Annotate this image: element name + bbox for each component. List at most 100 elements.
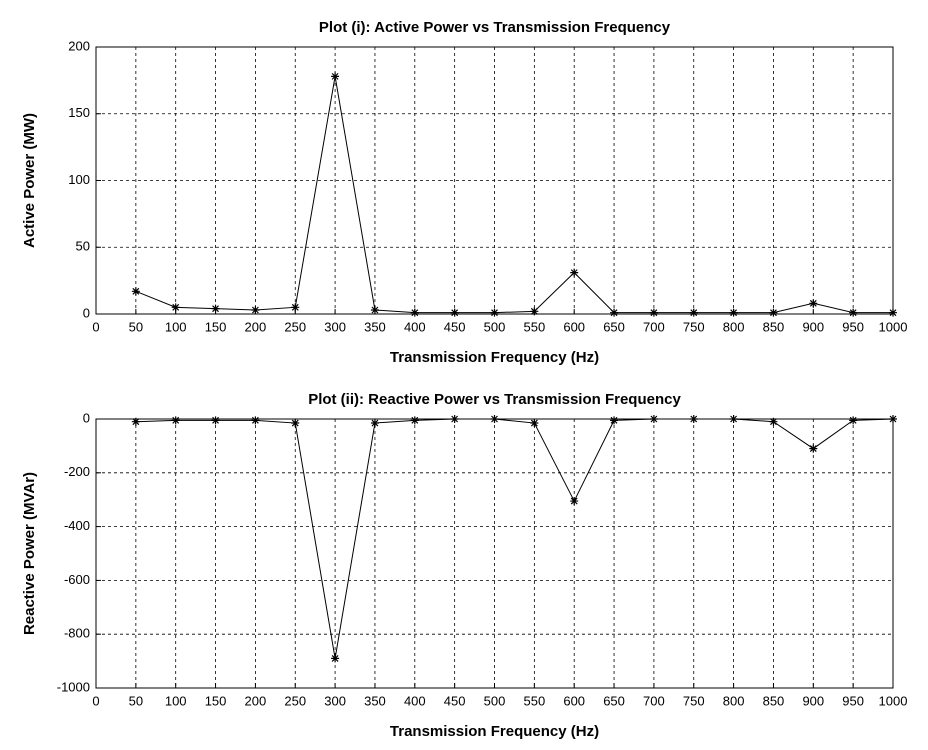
marker: [450, 308, 459, 317]
x-tick-label: 250: [284, 319, 306, 334]
y-tick-label: -1000: [57, 679, 90, 694]
marker: [131, 287, 140, 296]
x-tick-label: 200: [245, 693, 267, 708]
x-tick-label: 300: [324, 319, 346, 334]
y-tick-label: 0: [83, 305, 90, 320]
x-tick-label: 0: [92, 319, 99, 334]
x-tick-label: 500: [484, 319, 506, 334]
x-tick-label: 950: [842, 693, 864, 708]
marker: [331, 72, 340, 81]
x-tick-label: 550: [523, 693, 545, 708]
marker: [211, 416, 220, 425]
x-tick-label: 850: [763, 693, 785, 708]
marker: [769, 417, 778, 426]
marker: [889, 308, 897, 317]
marker: [809, 444, 818, 453]
y-tick-label: 50: [76, 239, 90, 254]
marker: [331, 654, 340, 663]
y-tick-label: 0: [83, 410, 90, 425]
y-tick-label: -800: [64, 626, 90, 641]
x-tick-label: 100: [165, 319, 187, 334]
y-tick-label: -200: [64, 464, 90, 479]
marker: [490, 415, 499, 423]
y-tick-label: 100: [68, 172, 90, 187]
marker: [450, 415, 459, 423]
marker: [809, 299, 818, 308]
y-tick-label: -400: [64, 518, 90, 533]
marker: [530, 307, 539, 316]
marker: [410, 416, 419, 425]
x-tick-label: 650: [603, 319, 625, 334]
x-tick-label: 600: [563, 319, 585, 334]
x-tick-label: 450: [444, 319, 466, 334]
marker: [490, 308, 499, 317]
marker: [570, 268, 579, 277]
marker: [570, 497, 579, 506]
marker: [689, 415, 698, 423]
x-tick-label: 1000: [879, 319, 908, 334]
x-tick-label: 900: [802, 319, 824, 334]
x-tick-label: 800: [723, 319, 745, 334]
y-axis-label: Active Power (MW): [21, 113, 38, 248]
x-tick-label: 500: [484, 693, 506, 708]
marker: [849, 308, 858, 317]
x-tick-label: 850: [763, 319, 785, 334]
x-tick-label: 300: [324, 693, 346, 708]
x-tick-label: 250: [284, 693, 306, 708]
marker: [649, 415, 658, 423]
marker: [729, 415, 738, 423]
x-tick-label: 150: [205, 319, 227, 334]
marker: [889, 415, 897, 423]
x-tick-label: 600: [563, 693, 585, 708]
marker: [211, 304, 220, 313]
x-tick-label: 400: [404, 693, 426, 708]
marker: [530, 419, 539, 428]
y-tick-label: -600: [64, 572, 90, 587]
marker: [410, 308, 419, 317]
x-tick-label: 50: [129, 693, 143, 708]
x-tick-label: 150: [205, 693, 227, 708]
marker: [251, 305, 260, 314]
x-axis-label: Transmission Frequency (Hz): [390, 349, 599, 366]
x-axis-label: Transmission Frequency (Hz): [390, 723, 599, 740]
marker: [171, 416, 180, 425]
marker: [291, 419, 300, 428]
chart-title: Plot (i): Active Power vs Transmission F…: [319, 19, 671, 36]
marker: [251, 416, 260, 425]
data-line: [135, 76, 893, 314]
marker: [370, 305, 379, 314]
x-tick-label: 700: [643, 693, 665, 708]
marker: [370, 419, 379, 428]
x-tick-label: 750: [683, 693, 705, 708]
y-tick-label: 200: [68, 38, 90, 53]
x-tick-label: 400: [404, 319, 426, 334]
marker: [131, 417, 140, 426]
data-line: [135, 418, 894, 659]
x-tick-label: 900: [802, 693, 824, 708]
x-tick-label: 350: [364, 693, 386, 708]
x-tick-label: 750: [683, 319, 705, 334]
marker: [769, 308, 778, 317]
marker: [729, 308, 738, 317]
y-axis-label: Reactive Power (MVAr): [21, 472, 38, 635]
x-tick-label: 1000: [879, 693, 908, 708]
x-tick-label: 200: [245, 319, 267, 334]
x-tick-label: 350: [364, 319, 386, 334]
y-tick-label: 150: [68, 105, 90, 120]
x-tick-label: 0: [92, 693, 99, 708]
marker: [649, 308, 658, 317]
x-tick-label: 50: [129, 319, 143, 334]
marker: [689, 308, 698, 317]
marker: [610, 416, 619, 425]
x-tick-label: 550: [523, 319, 545, 334]
x-tick-label: 650: [603, 693, 625, 708]
x-tick-label: 450: [444, 693, 466, 708]
marker: [849, 416, 858, 425]
chart-title: Plot (ii): Reactive Power vs Transmissio…: [308, 391, 681, 408]
x-tick-label: 800: [723, 693, 745, 708]
x-tick-label: 100: [165, 693, 187, 708]
marker: [610, 308, 619, 317]
marker: [291, 303, 300, 312]
marker: [171, 303, 180, 312]
